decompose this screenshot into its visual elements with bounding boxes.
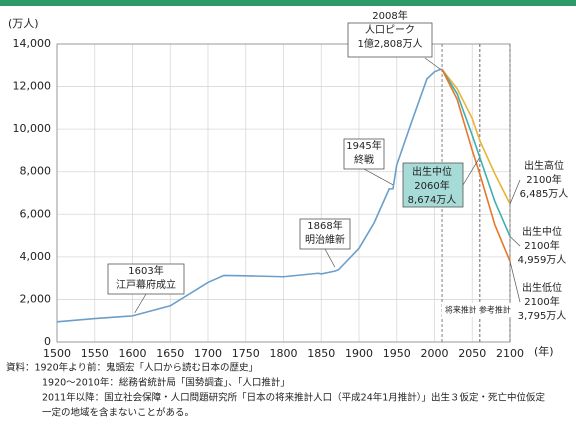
annotation-text: 3,795万人 <box>518 310 567 322</box>
annotation-text: 1億2,808万人 <box>358 37 423 50</box>
x-tick-label: 1850 <box>307 347 335 360</box>
annotation-leader <box>509 236 521 247</box>
x-tick-label: 1500 <box>43 347 71 360</box>
series-line <box>441 69 511 262</box>
annotation-text: 人口ピーク <box>365 24 415 36</box>
y-tick-label: 4,000 <box>20 250 52 263</box>
y-tick-label: 12,000 <box>13 80 52 93</box>
x-tick-label: 1800 <box>270 347 298 360</box>
annotation-leader <box>324 248 336 268</box>
annotation-leader <box>134 293 147 314</box>
y-tick-label: 2,000 <box>20 292 52 305</box>
x-tick-label: 1950 <box>383 347 411 360</box>
annotation-text: 明治維新 <box>305 233 345 246</box>
x-tick-label: 1650 <box>156 347 184 360</box>
annotation-text: 1945年 <box>346 139 381 152</box>
series-line <box>441 68 511 205</box>
y-tick-label: 14,000 <box>13 37 52 50</box>
series-line <box>56 68 443 323</box>
annotation-text: 終戦 <box>354 153 374 166</box>
annotation-leader <box>462 157 481 186</box>
annotation-text: 1603年 <box>128 264 163 277</box>
x-tick-label: 1600 <box>119 347 147 360</box>
annotation-box <box>107 263 185 295</box>
x-tick-label: 1700 <box>194 347 222 360</box>
y-tick-label: 0 <box>44 335 51 348</box>
x-tick-label: 1750 <box>232 347 260 360</box>
y-tick-label: 8,000 <box>20 165 52 178</box>
annotation-text: 2100年 <box>526 173 561 186</box>
annotation-leader <box>509 261 521 303</box>
x-tick-label: 1900 <box>345 347 373 360</box>
region-label-bg <box>441 303 480 317</box>
series-line <box>441 68 511 237</box>
region-label-bg <box>475 303 514 317</box>
annotation-text: 出生高位 <box>524 159 564 172</box>
annotation-text: 4,959万人 <box>518 254 567 266</box>
y-axis-label: (万人) <box>8 17 39 30</box>
annotation-leader <box>424 57 441 70</box>
source-note: 2011年以降：国立社会保障・人口問題研究所「日本の将来推計人口（平成24年1月… <box>42 392 546 404</box>
header-bar <box>0 0 576 6</box>
source-note: 一定の地域を含まないことがある。 <box>42 407 194 419</box>
annotation-text: 6,485万人 <box>520 188 569 200</box>
x-tick-label: 2050 <box>458 347 486 360</box>
annotation-leader <box>363 168 394 186</box>
x-tick-label: 2000 <box>421 347 449 360</box>
region-label: 参考推計 <box>479 305 511 315</box>
annotation-text: 2008年 <box>372 9 407 22</box>
x-axis-label: (年) <box>534 344 554 358</box>
source-note: 資料：1920年より前：鬼頭宏「人口から読む日本の歴史」 <box>6 362 258 374</box>
annotation-text: 江戸幕府成立 <box>116 278 176 291</box>
x-tick-label: 2100 <box>496 347 524 360</box>
source-note: 1920～2010年：総務省統計局「国勢調査」、「人口推計」 <box>42 377 290 389</box>
region-label: 将来推計 <box>445 305 477 315</box>
annotation-text: 出生低位 <box>522 281 562 294</box>
annotation-text: 1868年 <box>307 219 342 232</box>
annotation-box <box>347 22 433 58</box>
y-tick-label: 6,000 <box>20 207 52 220</box>
y-tick-label: 10,000 <box>13 122 52 135</box>
annotation-text: 2060年 <box>414 179 449 192</box>
annotation-leader <box>509 179 521 205</box>
annotation-text: 8,674万人 <box>408 194 457 206</box>
plot-frame <box>56 43 511 343</box>
annotation-text: 出生中位 <box>522 225 562 238</box>
annotation-box <box>402 162 464 208</box>
annotation-box <box>343 138 385 170</box>
annotation-text: 出生中位 <box>412 165 452 178</box>
x-tick-label: 1550 <box>81 347 109 360</box>
annotation-text: 2100年 <box>524 239 559 252</box>
annotation-text: 2100年 <box>524 295 559 308</box>
